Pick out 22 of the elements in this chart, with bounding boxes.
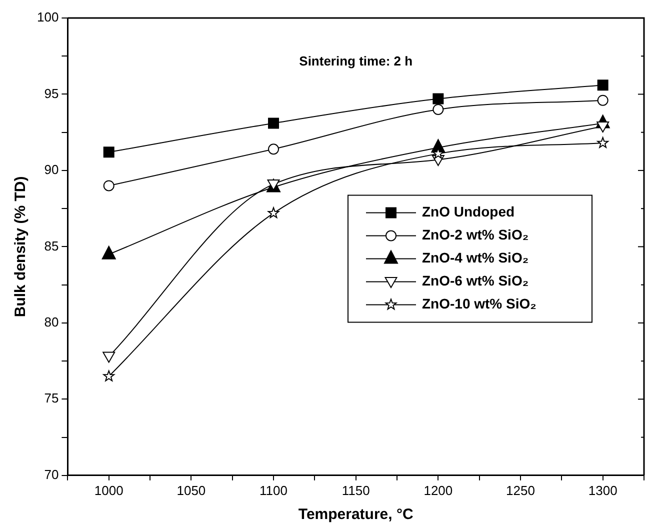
legend-label: ZnO Undoped bbox=[422, 204, 515, 220]
y-tick-label: 70 bbox=[44, 466, 59, 482]
y-tick-label: 95 bbox=[44, 86, 59, 101]
legend-label: ZnO-6 wt% SiO₂ bbox=[422, 272, 529, 289]
legend-label: ZnO-2 wt% SiO₂ bbox=[422, 226, 529, 243]
y-tick-label: 90 bbox=[44, 162, 59, 178]
y-tick-label: 85 bbox=[44, 238, 59, 254]
y-tick-label: 100 bbox=[36, 10, 59, 25]
annotation: Sintering time: 2 h bbox=[299, 54, 413, 69]
x-tick-label: 1300 bbox=[588, 482, 618, 498]
x-tick-label: 1150 bbox=[342, 482, 370, 498]
x-tick-label: 1050 bbox=[176, 482, 206, 498]
legend-label: ZnO-4 wt% SiO₂ bbox=[422, 250, 529, 266]
y-tick-label: 75 bbox=[44, 390, 59, 406]
x-tick-label: 1250 bbox=[506, 482, 535, 498]
x-axis-title: Temperature, °C bbox=[298, 506, 414, 524]
y-tick-label: 80 bbox=[44, 314, 59, 330]
x-tick-label: 1000 bbox=[94, 482, 124, 498]
legend-label: ZnO-10 wt% SiO₂ bbox=[422, 296, 536, 312]
y-axis-title: Bulk density (% TD) bbox=[12, 176, 30, 318]
x-tick-label: 1100 bbox=[260, 482, 288, 498]
x-tick-label: 1200 bbox=[424, 482, 453, 498]
